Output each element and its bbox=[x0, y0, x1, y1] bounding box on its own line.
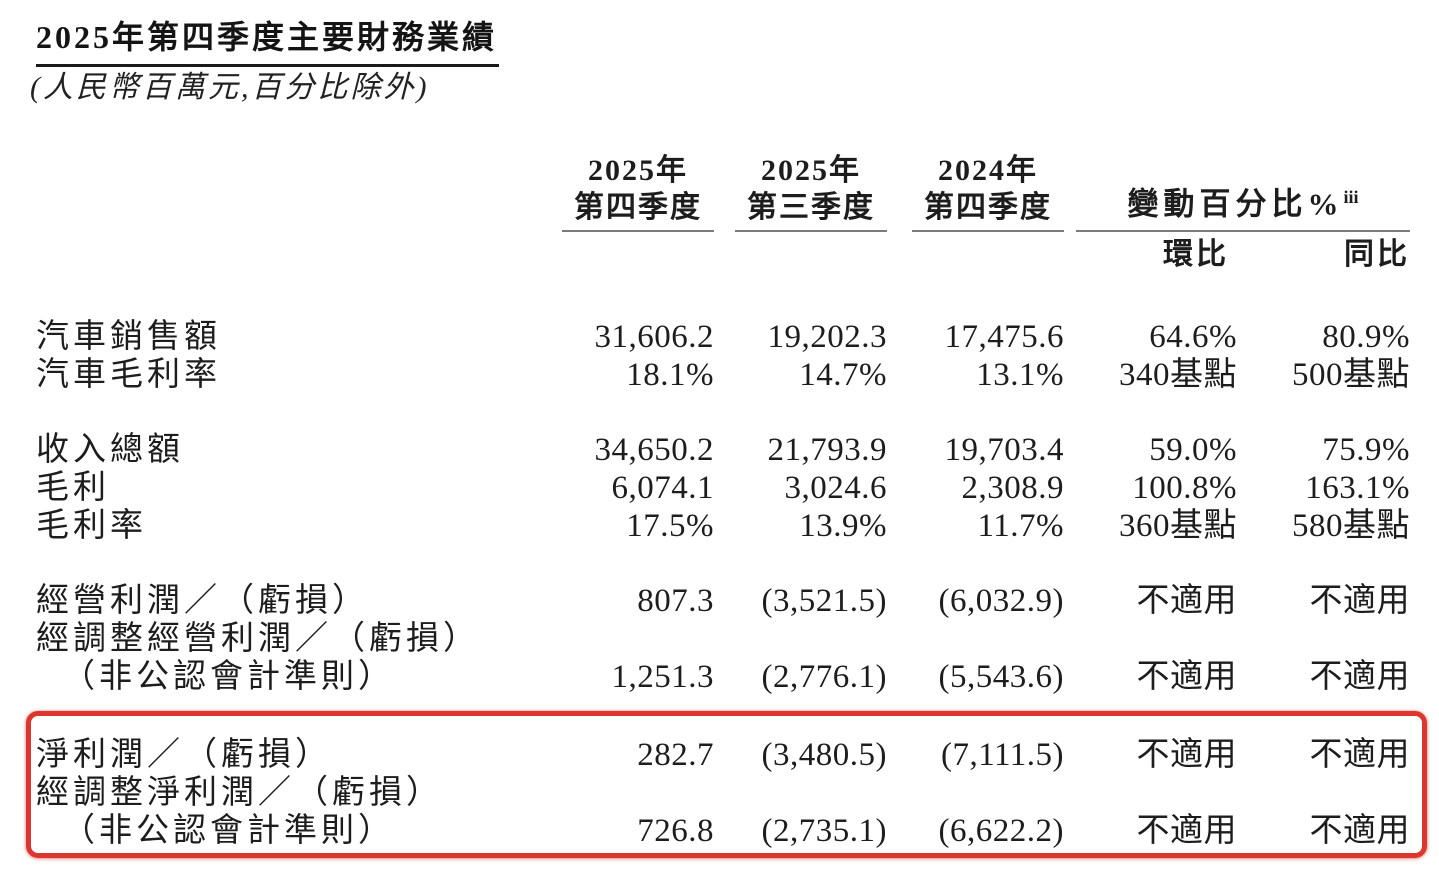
cell-value: (6,032.9) bbox=[938, 583, 1064, 619]
cell-value: 75.9% bbox=[1322, 432, 1410, 468]
row-label: 汽車毛利率 bbox=[36, 357, 221, 393]
cell-value: 不適用 bbox=[1309, 737, 1410, 773]
cell-value: 14.7% bbox=[799, 357, 887, 393]
col-header-text: 2025年 第四季度 bbox=[562, 152, 714, 232]
row-label: 經調整淨利潤／（虧損） bbox=[36, 775, 443, 811]
cell-value: 11.7% bbox=[977, 508, 1064, 544]
cell-value: 19,703.4 bbox=[944, 432, 1064, 468]
col-header-quarter: 第四季度 bbox=[924, 191, 1052, 224]
cell-value: 不適用 bbox=[1136, 659, 1237, 695]
row-label: 經調整經營利潤／（虧損） bbox=[36, 621, 480, 657]
cell-value: 282.7 bbox=[637, 737, 714, 773]
cell-value: (7,111.5) bbox=[940, 737, 1064, 773]
cell-value: (3,480.5) bbox=[761, 737, 887, 773]
col-header-text: 2024年 第四季度 bbox=[912, 152, 1064, 232]
row-label-continued: （非公認會計準則） bbox=[62, 659, 395, 695]
col-header-2025-q3: 2025年 第三季度 bbox=[714, 138, 887, 232]
row-label: 經營利潤／（虧損） bbox=[36, 583, 369, 619]
cell-value: 2,308.9 bbox=[961, 470, 1064, 506]
cell-value: 64.6% bbox=[1149, 319, 1237, 355]
col-header-year: 2025年 bbox=[761, 154, 861, 187]
cell-value: 59.0% bbox=[1149, 432, 1237, 468]
col-header-quarter: 第四季度 bbox=[574, 191, 702, 224]
cell-value: (6,622.2) bbox=[938, 813, 1064, 849]
row-label: 汽車銷售額 bbox=[36, 319, 221, 355]
cell-value: 13.9% bbox=[799, 508, 887, 544]
cell-value: (3,521.5) bbox=[761, 583, 887, 619]
col-subheader-qoq: 環比 bbox=[1163, 238, 1229, 271]
financial-table: 2025年 第四季度 2025年 第三季度 2024年 第四季度 變動百分比%i… bbox=[36, 138, 1410, 850]
col-header-2025-q4: 2025年 第四季度 bbox=[560, 138, 714, 232]
page-title: 2025年第四季度主要財務業績 bbox=[36, 12, 500, 67]
cell-value: 17,475.6 bbox=[944, 319, 1064, 355]
cell-value: (2,735.1) bbox=[761, 813, 887, 849]
cell-value: 500基點 bbox=[1292, 357, 1410, 393]
row-label-continued: （非公認會計準則） bbox=[62, 813, 395, 849]
col-header-year: 2025年 bbox=[588, 154, 688, 187]
col-header-2024-q4: 2024年 第四季度 bbox=[887, 138, 1064, 232]
cell-value: (2,776.1) bbox=[761, 659, 887, 695]
cell-value: 不適用 bbox=[1136, 737, 1237, 773]
cell-value: 360基點 bbox=[1119, 508, 1237, 544]
col-header-text: 變動百分比%iii bbox=[1076, 177, 1410, 232]
cell-value: 6,074.1 bbox=[611, 470, 714, 506]
cell-value: 163.1% bbox=[1305, 470, 1410, 506]
cell-value: 不適用 bbox=[1136, 583, 1237, 619]
page-subtitle: (人民幣百萬元,百分比除外) bbox=[30, 71, 430, 104]
cell-value: (5,543.6) bbox=[938, 659, 1064, 695]
cell-value: 13.1% bbox=[976, 357, 1064, 393]
cell-value: 726.8 bbox=[637, 813, 714, 849]
row-label: 淨利潤／（虧損） bbox=[36, 737, 332, 773]
cell-value: 不適用 bbox=[1309, 813, 1410, 849]
cell-value: 80.9% bbox=[1322, 319, 1410, 355]
cell-value: 18.1% bbox=[626, 357, 714, 393]
cell-value: 1,251.3 bbox=[611, 659, 714, 695]
row-label: 收入總額 bbox=[36, 432, 184, 468]
cell-value: 807.3 bbox=[637, 583, 714, 619]
cell-value: 不適用 bbox=[1309, 659, 1410, 695]
row-label: 毛利 bbox=[36, 470, 110, 506]
col-subheader-yoy: 同比 bbox=[1344, 238, 1410, 271]
cell-value: 不適用 bbox=[1136, 813, 1237, 849]
cell-value: 21,793.9 bbox=[767, 432, 887, 468]
row-label: 毛利率 bbox=[36, 508, 147, 544]
cell-value: 17.5% bbox=[626, 508, 714, 544]
col-header-change-percent: 變動百分比%iii bbox=[1064, 138, 1410, 232]
col-header-year: 2024年 bbox=[938, 154, 1038, 187]
change-percent-label: 變動百分比% bbox=[1127, 186, 1344, 221]
cell-value: 不適用 bbox=[1309, 583, 1410, 619]
footnote-marker: iii bbox=[1343, 186, 1359, 207]
cell-value: 100.8% bbox=[1132, 470, 1237, 506]
cell-value: 3,024.6 bbox=[784, 470, 887, 506]
col-header-text: 2025年 第三季度 bbox=[735, 152, 887, 232]
col-header-quarter: 第三季度 bbox=[747, 191, 875, 224]
cell-value: 580基點 bbox=[1292, 508, 1410, 544]
cell-value: 34,650.2 bbox=[594, 432, 714, 468]
cell-value: 31,606.2 bbox=[594, 319, 714, 355]
cell-value: 19,202.3 bbox=[767, 319, 887, 355]
cell-value: 340基點 bbox=[1119, 357, 1237, 393]
